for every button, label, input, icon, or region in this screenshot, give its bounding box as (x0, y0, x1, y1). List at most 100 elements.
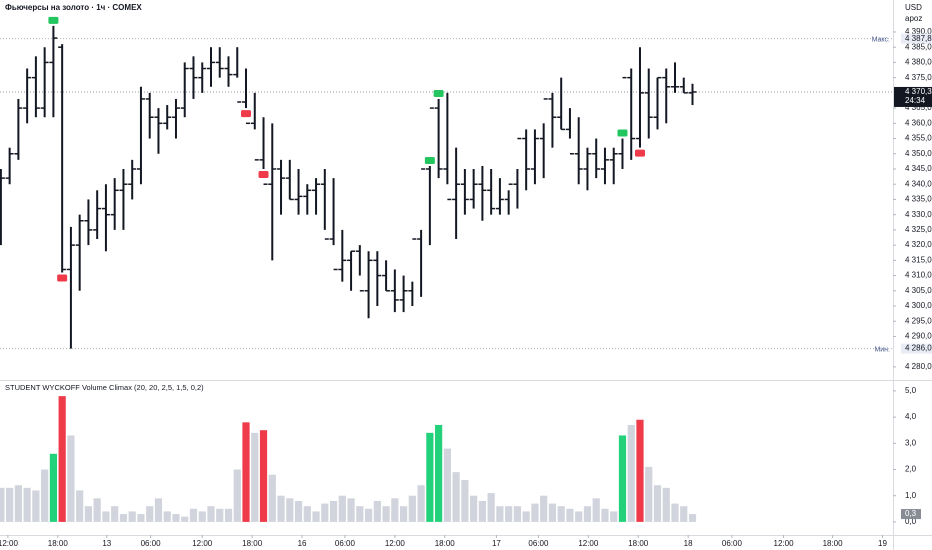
volume-bar (163, 511, 171, 522)
volume-bar (268, 474, 276, 522)
volume-bar (575, 511, 583, 522)
y-tick-label: 4 345,0 (905, 164, 932, 173)
volume-bar (400, 506, 408, 522)
y-tick-label: 3,0 (905, 438, 917, 447)
scale-mode[interactable]: apoz (905, 14, 922, 23)
volume-bar (645, 466, 653, 522)
x-tick-label: 13 (102, 539, 111, 548)
volume-bar (312, 511, 320, 522)
volume-bar (198, 511, 206, 522)
volume-bar (636, 419, 644, 522)
volume-bar (671, 503, 679, 522)
x-tick-label: 18:00 (823, 539, 844, 548)
signal-marker (48, 16, 59, 24)
volume-bar (14, 485, 22, 522)
volume-bar (259, 430, 268, 522)
volume-bar (680, 506, 688, 522)
volume-bar (23, 487, 31, 522)
y-tick-label: 4 325,0 (905, 225, 932, 234)
volume-bar (688, 514, 697, 522)
volume-bar (435, 424, 443, 522)
y-tick-label: 4 315,0 (905, 255, 932, 264)
volume-bar (58, 396, 66, 522)
volume-bar (128, 511, 136, 522)
signal-marker (617, 129, 628, 137)
signal-marker (634, 149, 645, 157)
x-tick-label: 06:00 (141, 539, 162, 548)
volume-bar (338, 495, 346, 522)
volume-bar (461, 479, 469, 522)
volume-bar (557, 506, 565, 522)
x-tick-label: 06:00 (722, 539, 743, 548)
y-tick-label: 1,0 (905, 491, 917, 500)
volume-bar (356, 506, 364, 522)
y-tick-label: 4 360,0 (905, 118, 932, 127)
volume-bar (251, 432, 259, 522)
signal-marker (241, 110, 252, 118)
y-tick-label: 4 300,0 (905, 301, 932, 310)
volume-bar (93, 498, 101, 522)
volume-bar (111, 506, 119, 522)
y-tick-label: 4 320,0 (905, 240, 932, 249)
x-tick-label: 12:00 (385, 539, 406, 548)
min-label: 4 286,0 (905, 344, 932, 353)
volume-bar (216, 508, 224, 522)
volume-bar (32, 490, 40, 522)
volume-bar (487, 493, 495, 522)
volume-bar (172, 514, 180, 522)
volume-bar (181, 516, 189, 522)
volume-bar (478, 500, 486, 522)
volume-bar (224, 508, 233, 522)
volume-bar (443, 448, 451, 522)
volume-bar (417, 485, 425, 522)
volume-bar (6, 487, 14, 522)
y-tick-label: 4 290,0 (905, 332, 932, 341)
y-tick-label: 4 295,0 (905, 316, 932, 325)
volume-bar (189, 508, 198, 522)
y-tick-label: 4 330,0 (905, 210, 932, 219)
volume-bar (566, 508, 574, 522)
volume-bar (41, 469, 49, 522)
min-box (901, 343, 932, 354)
x-tick-label: 18:00 (628, 539, 649, 548)
x-tick-label: 18:00 (435, 539, 456, 548)
volume-bar (119, 514, 128, 522)
x-tick-label: 12:00 (0, 539, 18, 548)
currency: USD (905, 3, 922, 12)
volume-bar (592, 498, 600, 522)
volume-bar (662, 487, 670, 522)
last-volume-box (901, 509, 921, 520)
volume-bar (513, 506, 522, 522)
volume-bar (601, 508, 609, 522)
chart-title: Фьючерсы на золото · 1ч · COMEX (5, 3, 142, 12)
x-tick-label: 16 (298, 539, 307, 548)
x-tick-label: 19 (878, 539, 887, 548)
max-box (901, 33, 932, 44)
volume-bar (146, 506, 154, 522)
volume-bar (583, 506, 592, 522)
volume-bar (382, 506, 390, 522)
volume-bar (303, 506, 311, 522)
volume-bar (321, 503, 329, 522)
max-label: 4 387,8 (905, 34, 932, 43)
volume-bar (233, 469, 241, 522)
signal-marker (424, 156, 435, 164)
volume-bar (102, 511, 110, 522)
signal-marker (57, 274, 68, 282)
y-tick-label: 4 350,0 (905, 149, 932, 158)
volume-bar (408, 495, 416, 522)
x-tick-label: 12:00 (774, 539, 795, 548)
volume-bar (426, 432, 434, 522)
y-tick-label: 2,0 (905, 465, 917, 474)
volume-bar (0, 487, 5, 522)
volume-bar (364, 508, 373, 522)
y-tick-label: 4 380,0 (905, 58, 932, 67)
y-tick-label: 4 355,0 (905, 134, 932, 143)
x-tick-label: 06:00 (335, 539, 356, 548)
indicator-title: STUDENT WYCKOFF Volume Climax (20, 20, 2… (5, 383, 204, 392)
x-tick-label: 18 (684, 539, 693, 548)
volume-bar (610, 511, 618, 522)
y-tick-label: 4 305,0 (905, 286, 932, 295)
signal-marker (433, 89, 444, 97)
